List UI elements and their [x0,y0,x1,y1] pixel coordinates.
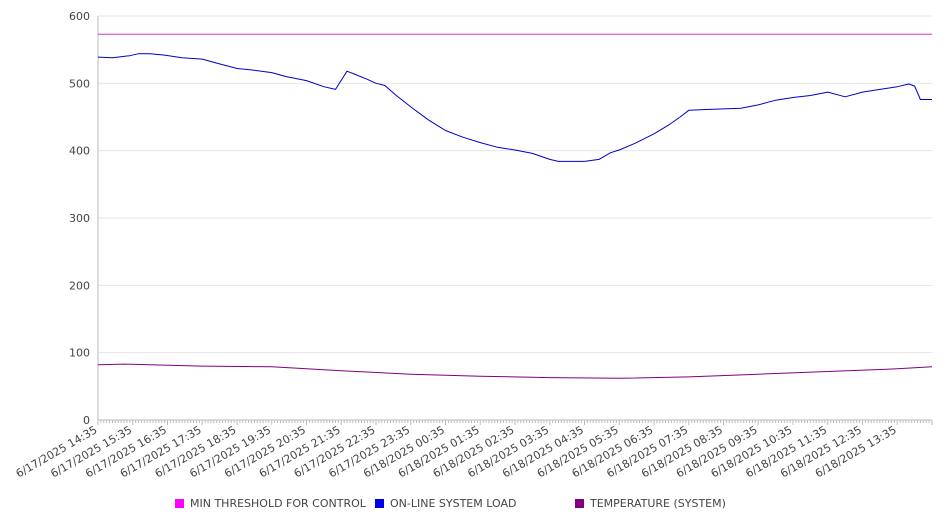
series-line-temperature [97,363,933,379]
y-tick-label: 600 [69,10,90,23]
legend-label-temperature: TEMPERATURE (SYSTEM) [590,497,726,510]
y-tick-label: 500 [69,77,90,90]
y-tick-label: 0 [83,414,90,427]
x-tick-labels: 6/17/2025 14:356/17/2025 15:356/17/2025 … [14,423,899,480]
legend-swatch-min-threshold [175,499,184,508]
y-tick-labels: 0 100 200 300 400 500 600 [69,10,90,427]
legend-swatch-temperature [575,499,584,508]
legend-item-system-load[interactable]: ON-LINE SYSTEM LOAD [375,497,516,510]
legend: MIN THRESHOLD FOR CONTROL ON-LINE SYSTEM… [0,497,946,517]
y-tick-label: 100 [69,347,90,360]
y-tick-label: 300 [69,212,90,225]
series-line-system-load [97,53,932,162]
y-tick-label: 200 [69,279,90,292]
series-layer [97,33,933,379]
grid-layer [98,15,932,354]
legend-item-min-threshold[interactable]: MIN THRESHOLD FOR CONTROL [175,497,366,510]
legend-label-system-load: ON-LINE SYSTEM LOAD [390,497,517,510]
legend-item-temperature[interactable]: TEMPERATURE (SYSTEM) [575,497,726,510]
legend-label-min-threshold: MIN THRESHOLD FOR CONTROL [190,497,366,510]
legend-swatch-system-load [375,499,384,508]
y-tick-label: 400 [69,145,90,158]
axis-layer [97,16,933,425]
